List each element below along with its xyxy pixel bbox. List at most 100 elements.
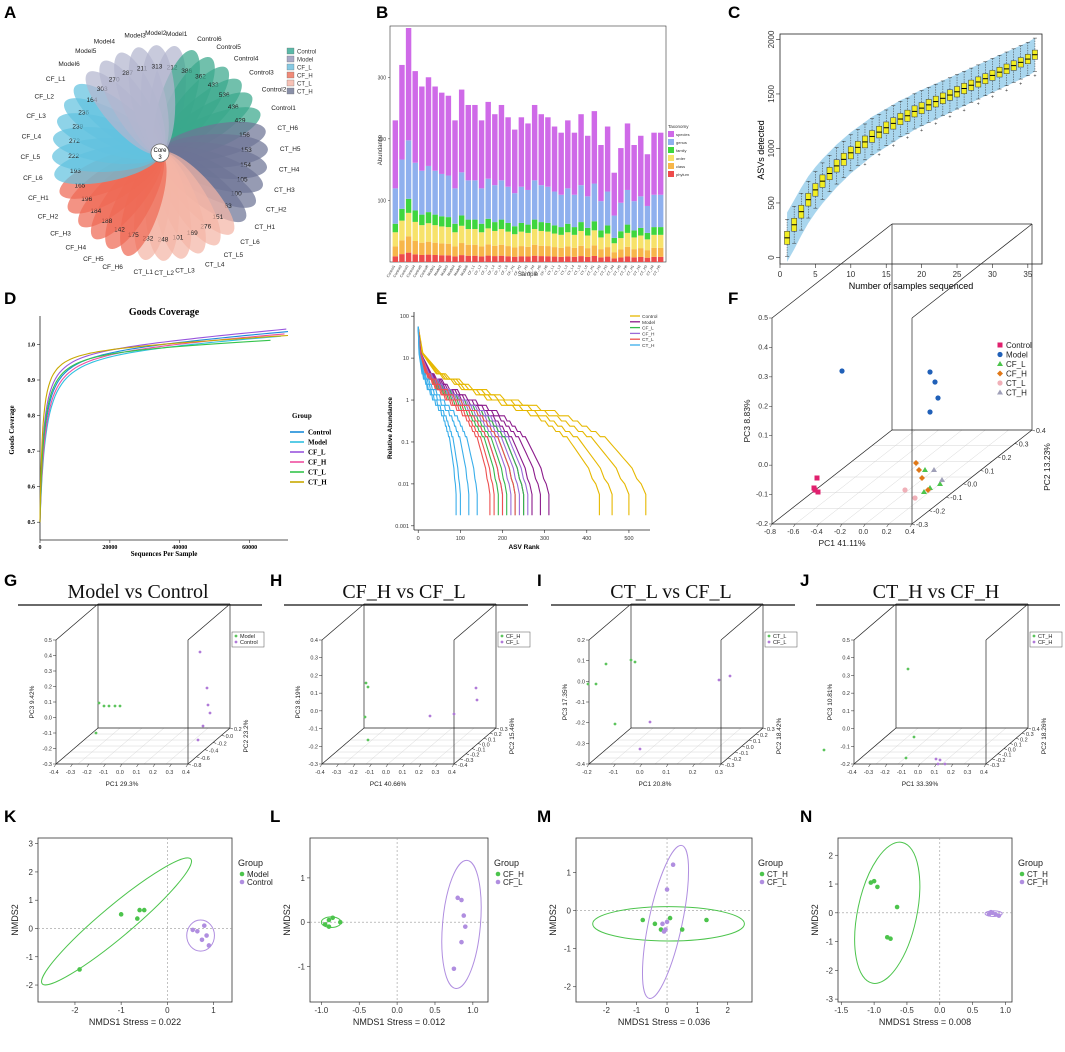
venn-petal-value: 236 <box>78 109 89 116</box>
z-axis-label: PC3 9.42% <box>29 685 36 718</box>
legend-marker <box>759 879 765 885</box>
f-point <box>912 495 918 501</box>
box-edge <box>911 223 1033 319</box>
b-bar-segment <box>618 148 624 203</box>
y-tick-label: 0.2 <box>760 733 768 739</box>
venn-petal-label: Control6 <box>197 36 222 43</box>
b-bar-segment <box>439 216 445 227</box>
b-sample-label: CT_L3 <box>560 265 569 276</box>
b-bar-segment <box>638 256 644 262</box>
f-point <box>839 368 845 374</box>
venn-petal <box>141 45 176 154</box>
b-bar-segment <box>531 255 538 262</box>
d-xtick-label: 0 <box>39 545 42 551</box>
b-bar-segment <box>458 225 465 244</box>
venn-petal-label: CT_H2 <box>266 206 287 213</box>
x-tick-label: -0.3 <box>864 770 873 776</box>
z-tick-label: 0.2 <box>842 691 850 697</box>
pca-point <box>586 682 590 686</box>
b-sample-label: CT_L4 <box>566 265 575 276</box>
b-bar-segment <box>505 222 511 232</box>
b-bar-segment <box>392 188 399 224</box>
legend-marker <box>1032 634 1036 638</box>
x-tick-mark <box>967 763 970 768</box>
b-bar-segment <box>518 256 525 262</box>
x-axis-label: PC1 33.39% <box>902 781 939 788</box>
b-bar-segment <box>584 256 591 262</box>
venn-petal-label: CF_L4 <box>22 133 42 140</box>
b-bar-segment <box>571 247 578 257</box>
y-tick-label: 0 <box>567 906 572 915</box>
venn-petal-label: Control1 <box>271 105 296 112</box>
venn-legend-label: CF_L <box>297 66 312 72</box>
b-bar-segment <box>551 247 558 257</box>
pca-point <box>938 758 942 762</box>
e-series-line <box>417 326 516 516</box>
nmds-point <box>118 912 124 917</box>
pca-point <box>107 704 111 708</box>
x-tick-mark <box>934 763 937 768</box>
z-tick-label: 0.4 <box>44 654 52 660</box>
b-bar-segment <box>545 186 551 223</box>
nmds-point <box>670 862 676 867</box>
pca-point <box>943 762 947 766</box>
comparison-title: CT_L vs CF_L <box>610 581 732 603</box>
pca-point <box>94 731 98 735</box>
b-bar-segment <box>439 255 445 262</box>
d-ylabel: Goods Coverage <box>8 405 16 454</box>
y-tick-mark <box>985 763 990 766</box>
panel-letter-c: C <box>728 3 740 22</box>
b-sample-label: CF_L1 <box>467 265 476 276</box>
group-ellipse <box>441 859 482 989</box>
panel-d-line: Goods Coverage 0 20000 40000 60000 0.5 0.6 0.7… <box>8 307 331 558</box>
z-tick-label: -0.2 <box>43 747 52 753</box>
y-tick-label: -2 <box>826 966 834 975</box>
pca-point <box>934 757 938 761</box>
y-tick-mark <box>477 743 482 745</box>
pca-point <box>717 678 721 682</box>
b-bar-segment <box>611 237 617 244</box>
x-tick-label: -0.2 <box>82 770 91 776</box>
legend-marker <box>1019 871 1025 877</box>
b-bar-segment <box>558 247 564 257</box>
b-bar-segment <box>399 220 405 241</box>
z-axis-label: PC3 8.83% <box>742 399 752 442</box>
b-bar-segment <box>631 249 637 258</box>
legend-label: CT_H <box>767 870 788 879</box>
venn-petal-value: 429 <box>235 118 246 125</box>
y-tick-mark <box>1021 732 1026 735</box>
e-ytick-label: 1 <box>406 398 409 404</box>
b-bar-segment <box>405 252 412 262</box>
legend-label: CF_L <box>773 640 786 646</box>
e-ylabel: Relative Abundance <box>387 397 394 459</box>
z-tick-label: -0.2 <box>841 762 850 768</box>
c-xtick-label: 10 <box>846 270 855 279</box>
b-sample-label: CF_L6 <box>500 264 509 275</box>
y-tick-label: 0.2 <box>234 727 242 733</box>
venn-petal-label: Model6 <box>58 61 80 68</box>
z-tick-label: 0.0 <box>310 709 318 715</box>
b-bar-segment <box>445 217 452 228</box>
e-ytick-label: 0.001 <box>395 524 409 530</box>
b-bar-segment <box>452 256 458 262</box>
f-legend-marker <box>997 370 1003 377</box>
x-tick-label: 0.0 <box>934 1006 946 1015</box>
x-tick-label: 0.3 <box>715 770 723 776</box>
c-outlier: + <box>878 152 881 158</box>
y-tick-mark <box>489 732 494 735</box>
b-bar-segment <box>512 129 518 194</box>
nmds-point <box>326 924 332 929</box>
b-bar-segment <box>538 256 544 262</box>
b-bar-segment <box>478 256 485 262</box>
y-tick-mark <box>741 745 746 748</box>
x-tick-label: -1.0 <box>314 1006 328 1015</box>
venn-core-label: Core <box>153 148 167 154</box>
b-bar-segment <box>571 132 578 195</box>
y-axis-label: PC2 18.42% <box>776 718 783 755</box>
b-bar-segment <box>551 256 558 262</box>
nmds-point <box>888 936 893 942</box>
b-bar-segment <box>624 224 631 233</box>
c-outlier: + <box>920 128 923 134</box>
y-tick-label: 0 <box>301 918 306 927</box>
b-ytick-label: 100 <box>378 198 387 204</box>
